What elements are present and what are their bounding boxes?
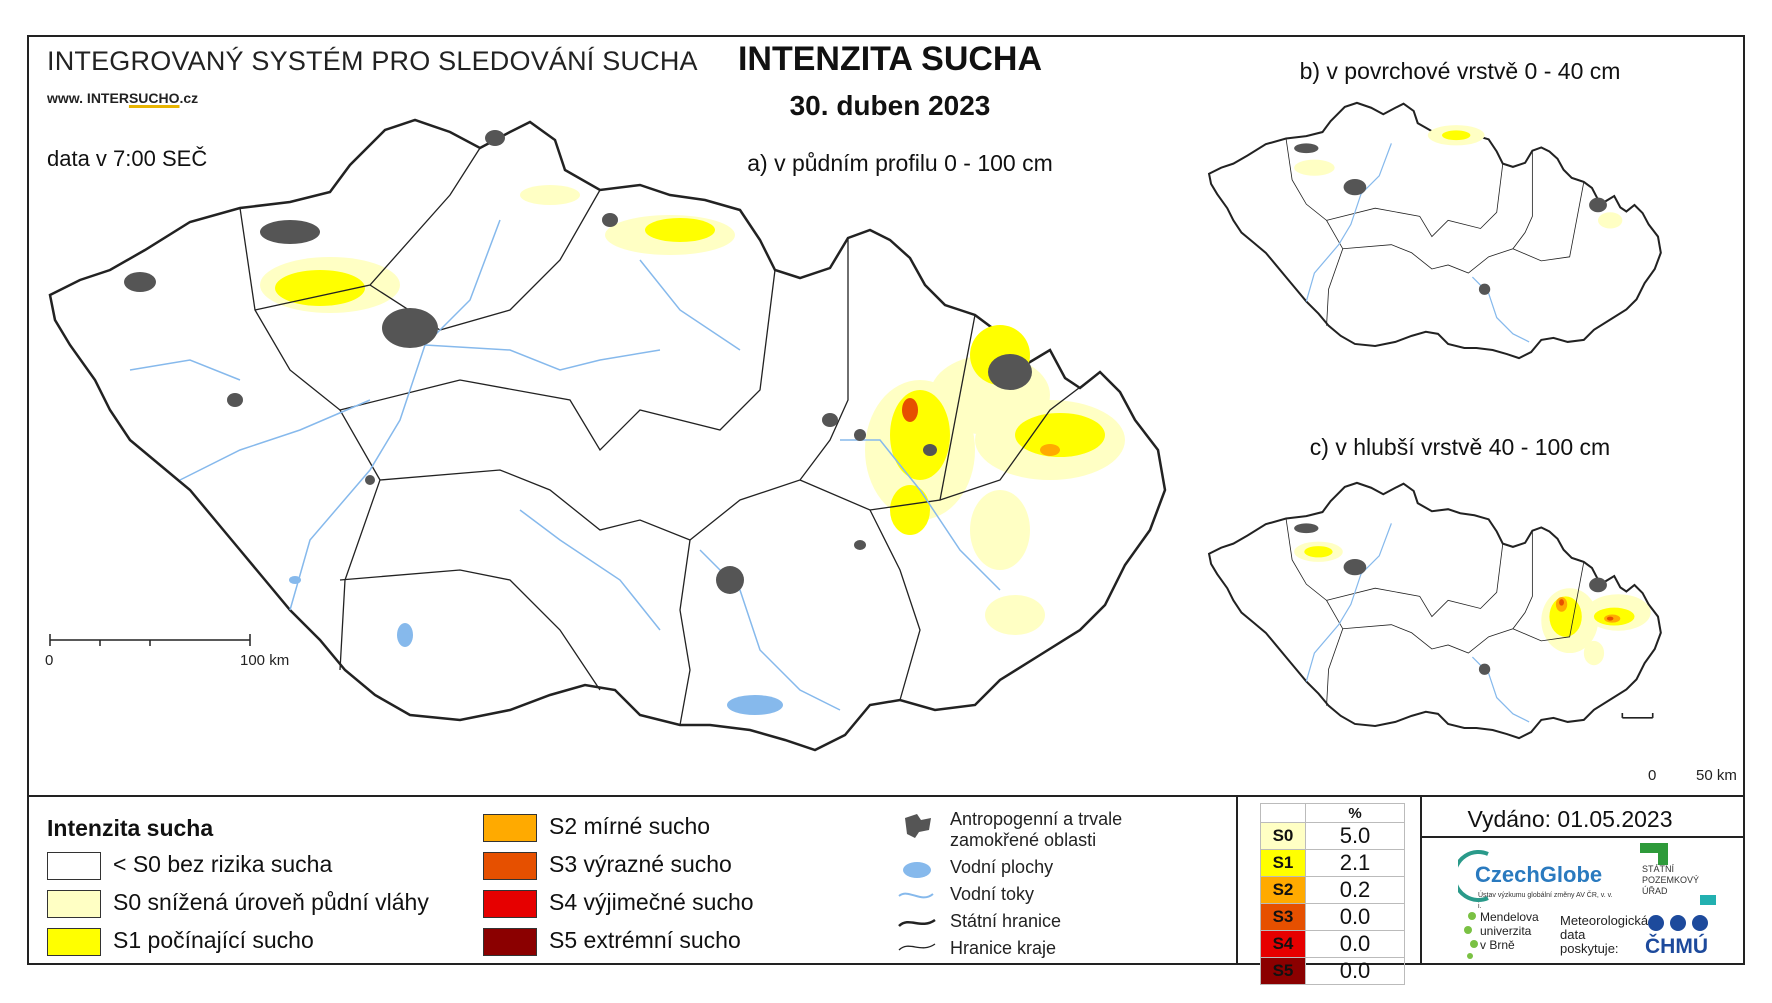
data-time: data v 7:00 SEČ — [47, 146, 208, 171]
state-border-symbol-icon — [898, 918, 936, 927]
urban-symbol-icon — [905, 814, 931, 838]
percent-row: S4 0.0 — [1260, 930, 1405, 958]
legend-label: S5 extrémní sucho — [549, 927, 741, 953]
czechglobe-logo-text: CzechGlobe — [1475, 862, 1603, 887]
spu-logo-icon — [1658, 843, 1668, 865]
region-border-symbol-label: Hranice kraje — [950, 938, 1057, 958]
map-b-label: b) v povrchové vrstvě 0 - 40 cm — [1299, 58, 1621, 84]
state-border-symbol-label: Státní hranice — [950, 911, 1062, 931]
legend-swatch — [47, 852, 101, 880]
legend-symbols — [898, 814, 936, 951]
percent-code: S2 — [1260, 876, 1306, 904]
map-c-label: c) v hlubší vrstvě 40 - 100 cm — [1309, 434, 1611, 460]
region-borders — [239, 147, 1101, 726]
percent-table: % S0 5.0 S1 2.1 S2 0.2 S3 0.0 S4 0.0 S5 0.0 — [1260, 803, 1405, 985]
scale-small-start: 0 — [1648, 767, 1657, 784]
percent-value: 0.0 — [1305, 903, 1405, 931]
percent-value: 2.1 — [1305, 849, 1405, 877]
mendel-logo-text: Mendelova univerzita v Brně — [1480, 910, 1539, 952]
divider — [1420, 836, 1745, 838]
percent-header: % — [1305, 803, 1405, 823]
water-body-symbol-icon — [903, 862, 931, 878]
water-body-symbol-label: Vodní plochy — [950, 857, 1054, 877]
map-a-label: a) v půdním profilu 0 - 100 cm — [747, 150, 1053, 176]
percent-code: S4 — [1260, 930, 1306, 958]
urban-symbol-label: Antropogenní a trvale zamokřené oblasti — [950, 809, 1123, 850]
percent-row: S5 0.0 — [1260, 957, 1405, 985]
percent-value: 5.0 — [1305, 822, 1405, 850]
percent-code: S1 — [1260, 849, 1306, 877]
percent-row: S0 5.0 — [1260, 822, 1405, 850]
divider — [1420, 795, 1422, 965]
region-border-symbol-icon — [898, 943, 936, 951]
website-link[interactable]: www. INTERSUCHO.cz — [47, 90, 199, 106]
spu-logo-icon — [1640, 843, 1658, 853]
map-date: 30. duben 2023 — [789, 90, 991, 121]
chmu-logo-icon — [1648, 915, 1708, 931]
chmu-logo-text: ČHMÚ — [1645, 935, 1708, 958]
legend-label: S3 výrazné sucho — [549, 851, 732, 877]
percent-row: S1 2.1 — [1260, 849, 1405, 877]
legend-label: S0 snížená úroveň půdní vláhy — [113, 889, 429, 915]
scale-bar-main — [49, 634, 251, 646]
czechglobe-subtitle: Ústav výzkumu globální změny AV ČR, v. v… — [1478, 892, 1613, 910]
legend-label: S4 výjimečné sucho — [549, 889, 754, 915]
percent-value: 0.0 — [1305, 930, 1405, 958]
percent-code: S0 — [1260, 822, 1306, 850]
spu-logo-text: STÁTNÍ POZEMKOVÝ ÚŘAD — [1642, 864, 1700, 896]
legend-label: < S0 bez rizika sucha — [113, 851, 333, 877]
mendel-logo-icon — [1464, 912, 1478, 959]
rivers — [129, 219, 1001, 711]
percent-value: 0.0 — [1305, 957, 1405, 985]
legend-label: S2 mírné sucho — [549, 813, 711, 839]
map-c-deep-layer — [1208, 481, 1662, 740]
scale-small-end: 50 km — [1696, 767, 1737, 784]
scale-main-start: 0 — [45, 652, 54, 669]
legend-swatch — [483, 928, 537, 956]
map-b-surface-layer — [1208, 101, 1662, 360]
percent-row: S3 0.0 — [1260, 903, 1405, 931]
legend-swatch — [47, 928, 101, 956]
system-title: INTEGROVANÝ SYSTÉM PRO SLEDOVÁNÍ SUCHA — [47, 46, 698, 76]
percent-value: 0.2 — [1305, 876, 1405, 904]
legend-swatch — [483, 852, 537, 880]
czechglobe-logo-icon — [1458, 850, 1489, 902]
scale-main-end: 100 km — [240, 652, 290, 669]
divider — [1236, 795, 1238, 965]
main-title: INTENZITA SUCHA — [737, 40, 1043, 78]
river-symbol-label: Vodní toky — [950, 884, 1035, 904]
legend-swatch — [47, 890, 101, 918]
meteo-data-text: Meteorologická data poskytuje: — [1560, 913, 1649, 956]
map-a-soil-profile — [48, 118, 1167, 752]
legend-title: Intenzita sucha — [47, 815, 214, 841]
legend-label: S1 počínající sucho — [113, 927, 314, 953]
legend-swatch — [483, 890, 537, 918]
river-symbol-icon — [898, 892, 934, 899]
legend-swatch — [483, 814, 537, 842]
issued-date: Vydáno: 01.05.2023 — [1467, 806, 1673, 832]
drought-areas — [260, 185, 1125, 635]
legend-panel — [27, 795, 1745, 965]
spu-accent-icon — [1700, 895, 1716, 905]
urban-areas — [124, 130, 1032, 594]
percent-code: S5 — [1260, 957, 1306, 985]
percent-row: S2 0.2 — [1260, 876, 1405, 904]
water-bodies — [289, 576, 783, 715]
percent-code: S3 — [1260, 903, 1306, 931]
